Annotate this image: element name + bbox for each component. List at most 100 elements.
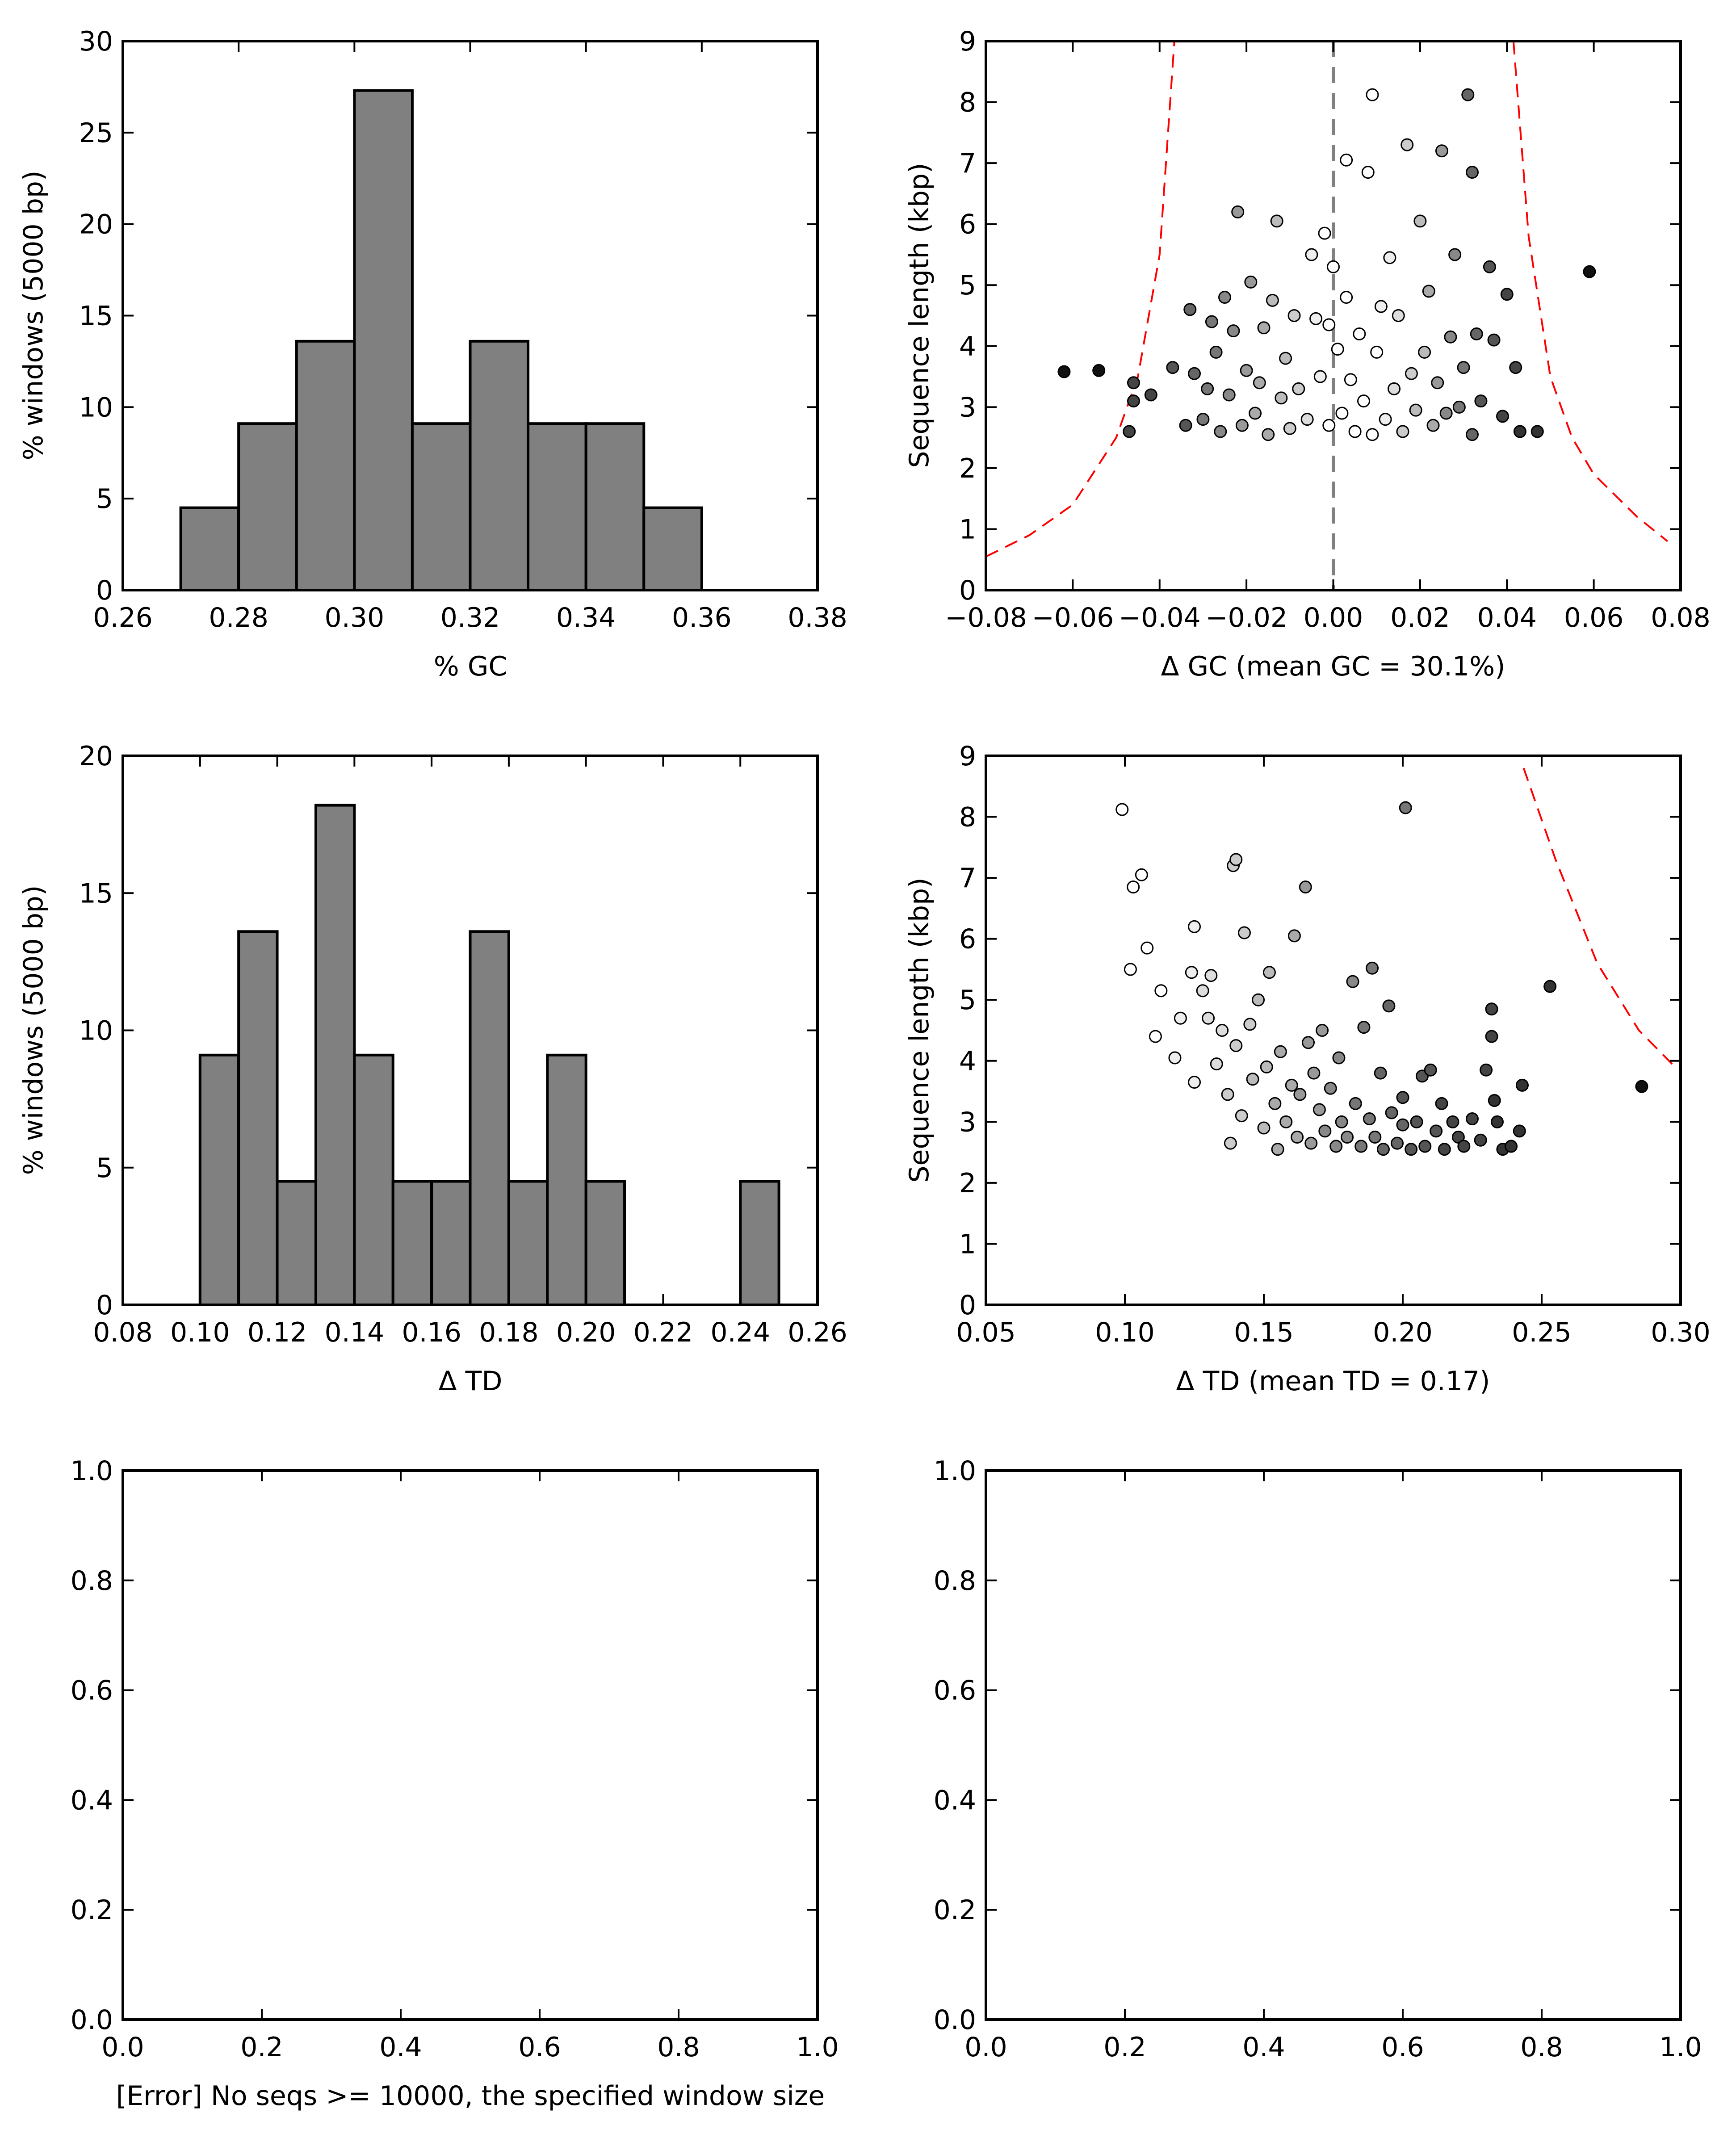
scatter-point — [1466, 428, 1479, 441]
x-tick-label: 0.0 — [964, 2032, 1007, 2063]
scatter-point — [1229, 853, 1243, 866]
scatter-point — [1287, 309, 1301, 322]
scatter-point — [1127, 376, 1140, 390]
y-tick-label: 15 — [79, 301, 113, 332]
scatter-point — [1344, 373, 1357, 386]
scatter-point — [1409, 403, 1422, 417]
scatter-point — [1293, 1088, 1307, 1101]
x-axis-label: Δ GC (mean GC = 30.1%) — [1161, 651, 1505, 682]
scatter-point — [1353, 327, 1366, 340]
y-tick-label: 30 — [79, 26, 113, 57]
scatter-point — [1188, 1076, 1201, 1089]
x-tick-label: 0.08 — [93, 1317, 153, 1348]
histogram-bar — [469, 930, 510, 1306]
x-tick-label: 0.14 — [325, 1317, 385, 1348]
scatter-point — [1383, 251, 1396, 264]
scatter-point — [1322, 318, 1336, 331]
scatter-point — [1304, 1136, 1318, 1150]
scatter-point — [1183, 303, 1197, 316]
x-tick-label: 0.2 — [1103, 2032, 1146, 2063]
y-tick-label: 0.4 — [71, 1785, 113, 1816]
scatter-point — [1300, 413, 1314, 426]
x-tick-label: 1.0 — [796, 2032, 839, 2063]
x-tick-label: 0.02 — [1390, 602, 1450, 633]
scatter-point — [1531, 425, 1544, 438]
histogram-bar — [391, 1180, 433, 1307]
y-tick-label: 7 — [959, 863, 976, 894]
x-tick-label: 0.8 — [657, 2032, 700, 2063]
threshold-curve-right — [1522, 767, 1676, 1068]
scatter-point — [1188, 367, 1201, 380]
scatter-point — [1438, 1143, 1451, 1156]
scatter-point — [1430, 1124, 1443, 1138]
y-axis-label: % windows (5000 bp) — [18, 171, 49, 461]
histogram-bar — [237, 422, 298, 591]
histogram-bar — [584, 422, 646, 591]
x-tick-label: 0.12 — [247, 1317, 307, 1348]
scatter-point — [1424, 1063, 1437, 1077]
y-tick-label: 0.6 — [934, 1675, 976, 1706]
scatter-point — [1374, 1066, 1387, 1080]
y-tick-label: 0 — [96, 575, 113, 606]
scatter-point — [1144, 388, 1157, 402]
x-tick-label: 0.28 — [209, 602, 268, 633]
scatter-point — [1312, 1103, 1326, 1116]
scatter-point — [1204, 969, 1218, 982]
y-tick-label: 2 — [959, 1168, 976, 1199]
scatter-point — [1327, 260, 1340, 273]
y-tick-label: 20 — [79, 209, 113, 240]
scatter-point — [1500, 288, 1514, 301]
x-tick-label: −0.04 — [1119, 602, 1201, 633]
scatter-point — [1470, 327, 1483, 340]
x-tick-label: 0.00 — [1304, 602, 1363, 633]
scatter-point — [1214, 425, 1227, 438]
scatter-point — [1202, 1011, 1215, 1025]
x-tick-label: 0.10 — [170, 1317, 230, 1348]
scatter-point — [1452, 400, 1466, 414]
y-tick-label: 0.2 — [934, 1895, 976, 1926]
x-tick-label: 0.26 — [93, 602, 153, 633]
y-tick-label: 0 — [96, 1290, 113, 1321]
scatter-point — [1341, 1130, 1354, 1144]
scatter-point — [1249, 407, 1262, 420]
x-tick-label: 0.26 — [788, 1317, 847, 1348]
axes-frame — [985, 1469, 1682, 2021]
scatter-point — [1218, 291, 1232, 304]
scatter-point — [1488, 1094, 1501, 1107]
scatter-point — [1513, 1124, 1526, 1138]
scatter-point — [1435, 1097, 1448, 1110]
y-tick-label: 25 — [79, 117, 113, 149]
x-axis-label: [Error] No seqs >= 10000, the specified … — [116, 2080, 825, 2112]
x-tick-label: 0.6 — [518, 2032, 561, 2063]
x-tick-label: 0.2 — [240, 2032, 283, 2063]
y-tick-label: 5 — [96, 483, 113, 515]
scatter-point — [1513, 425, 1526, 438]
axes-frame — [985, 755, 1682, 1306]
scatter-point — [1309, 312, 1323, 325]
scatter-point — [1446, 1115, 1459, 1128]
y-tick-label: 5 — [96, 1153, 113, 1184]
scatter-point — [1399, 801, 1412, 814]
scatter-point — [1340, 291, 1353, 304]
scatter-point — [1283, 422, 1296, 435]
x-tick-label: 0.20 — [1373, 1317, 1433, 1348]
scatter-point — [1349, 1097, 1362, 1110]
y-tick-label: 7 — [959, 148, 976, 179]
gc-scatter-panel: −0.08 −0.06 −0.04 −0.02 0.00 0.02 0.04 0.06 0.08… — [904, 26, 1711, 682]
scatter-point — [1346, 975, 1359, 988]
y-tick-label: 20 — [79, 741, 113, 772]
histogram-bar — [430, 1180, 472, 1307]
y-tick-label: 1 — [959, 1228, 976, 1260]
x-axis-label: % GC — [434, 651, 507, 682]
scatter-point — [1235, 419, 1249, 432]
scatter-point — [1154, 984, 1168, 998]
scatter-point — [1485, 1002, 1498, 1016]
histogram-bar — [507, 1180, 549, 1307]
y-tick-label: 0.8 — [71, 1565, 113, 1597]
scatter-point — [1292, 382, 1305, 395]
scatter-point — [1275, 391, 1288, 405]
scatter-point — [1509, 361, 1522, 374]
scatter-point — [1307, 1066, 1321, 1080]
